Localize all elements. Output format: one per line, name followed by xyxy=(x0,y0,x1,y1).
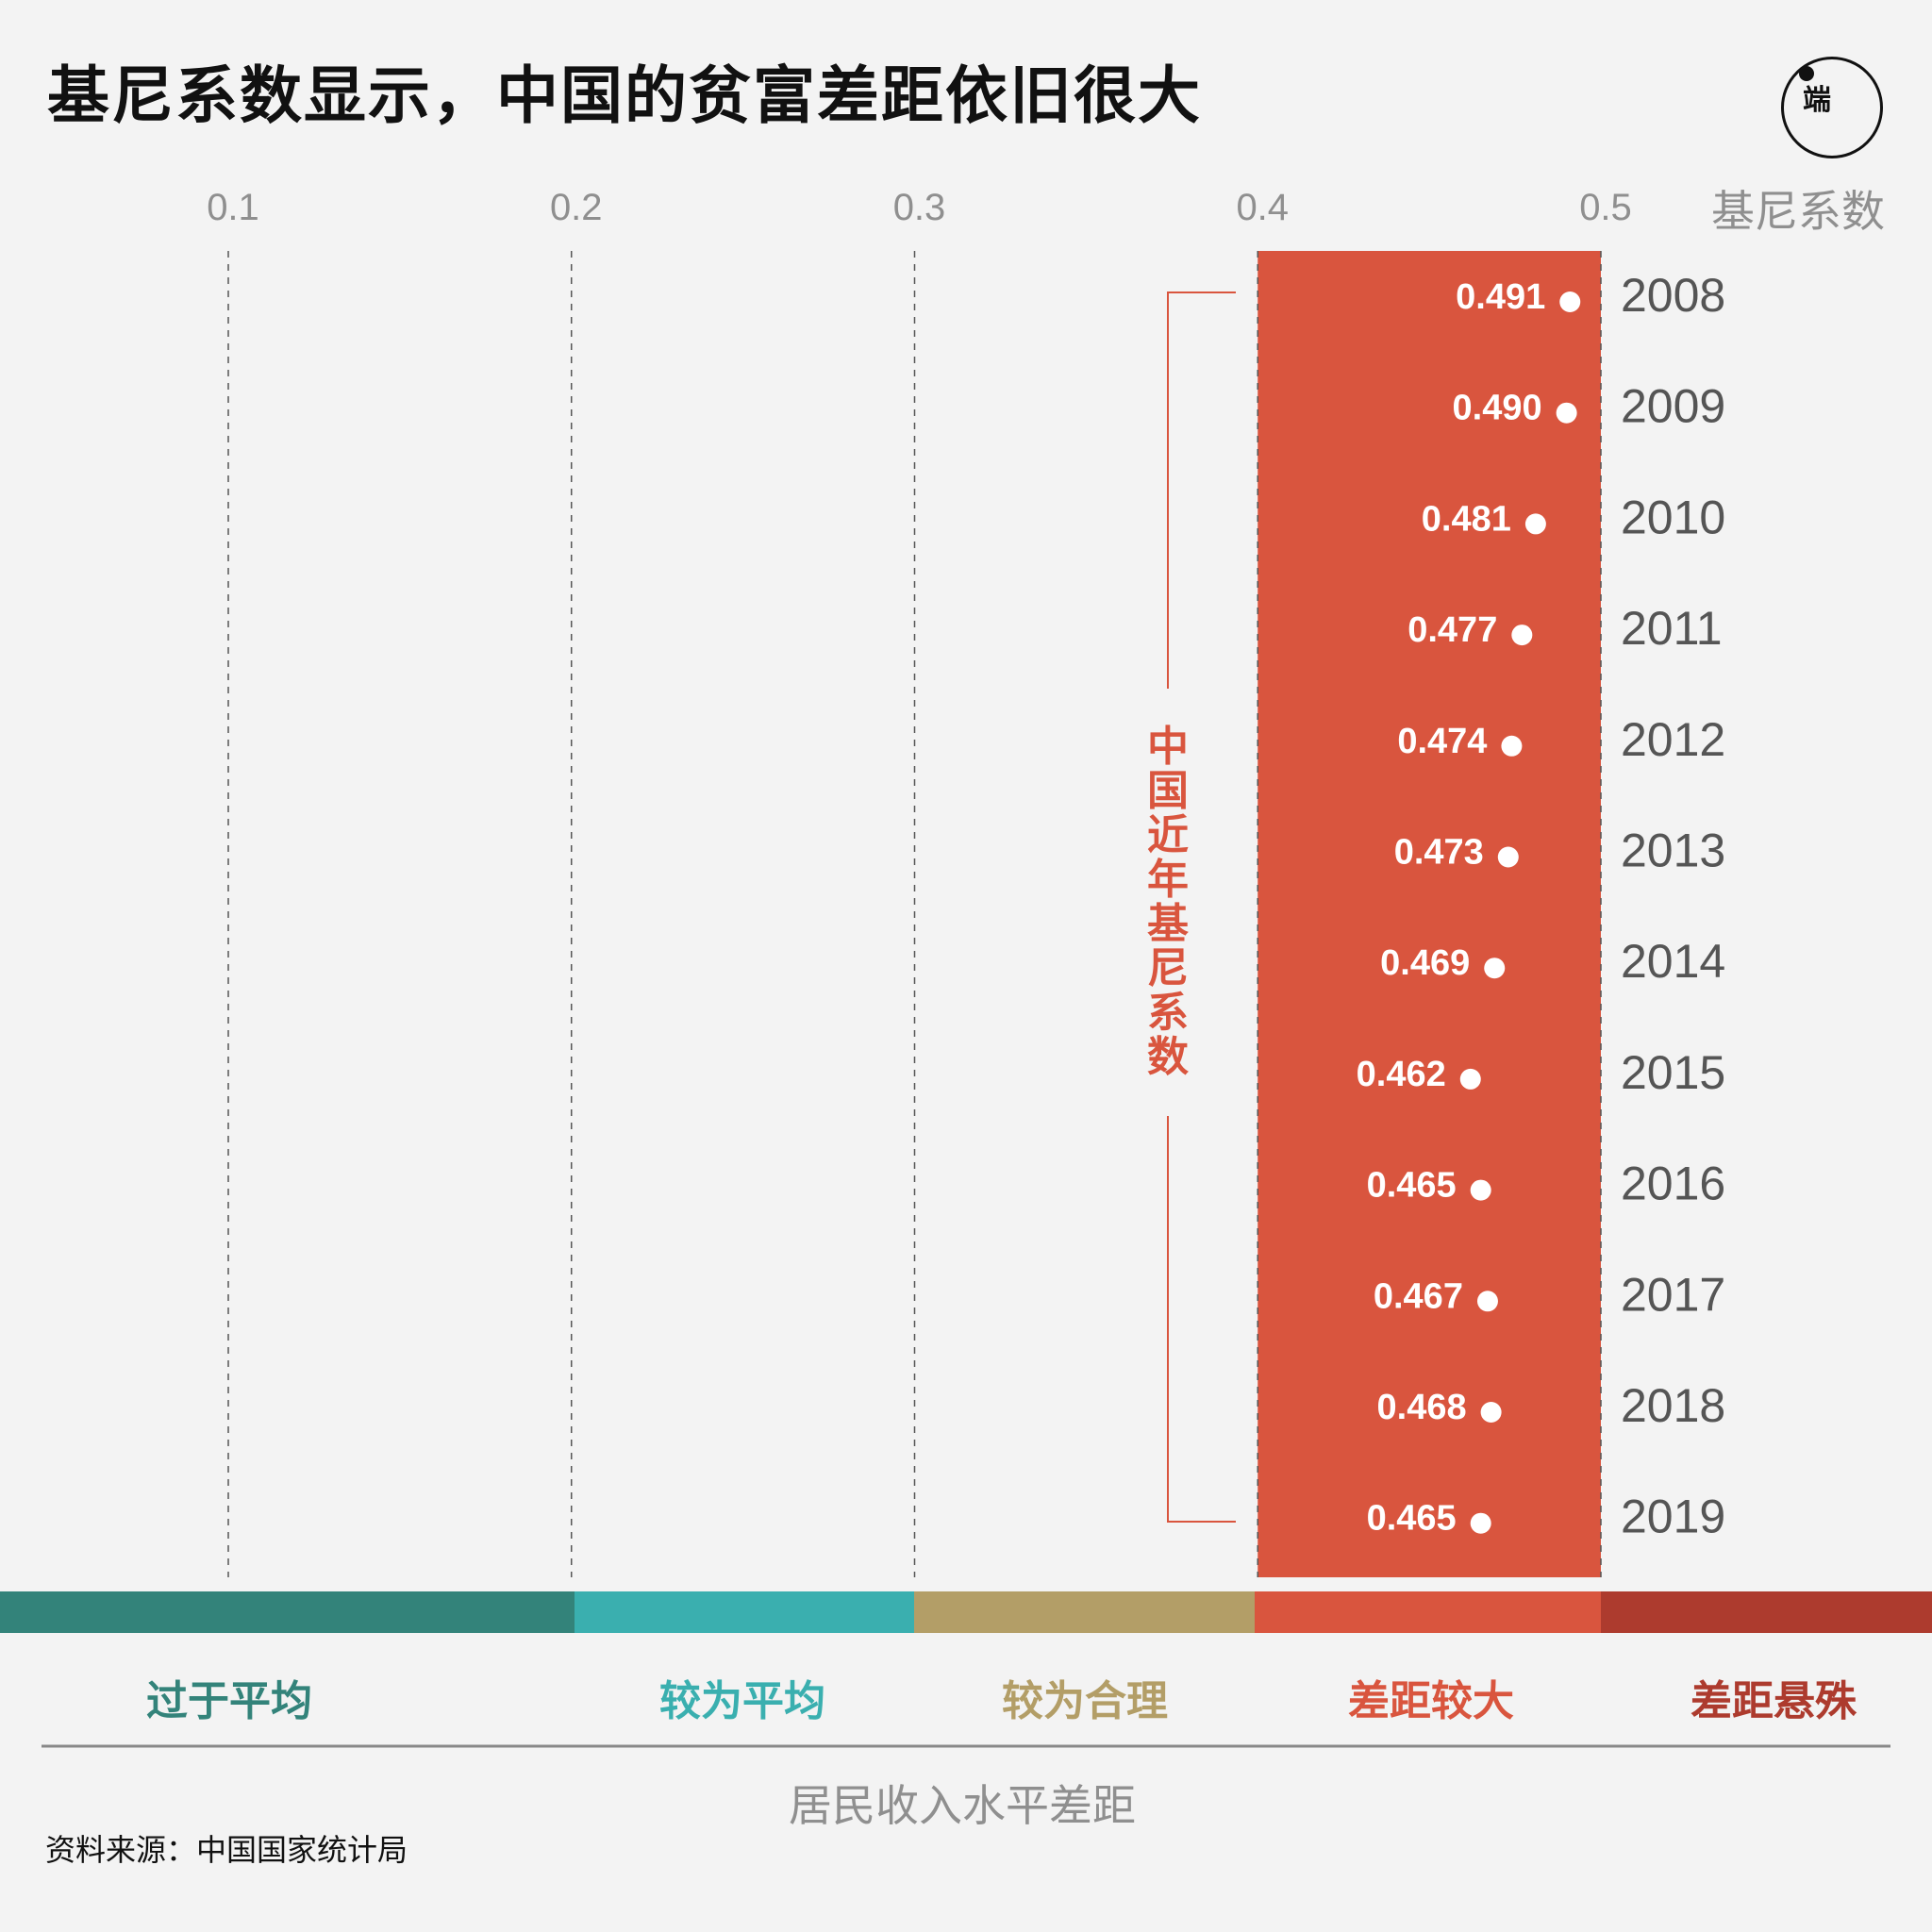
band-segment xyxy=(575,1591,914,1633)
year-label: 2010 xyxy=(1621,491,1725,543)
initium-logo-icon: 端 xyxy=(1781,57,1883,158)
data-point xyxy=(1556,402,1577,424)
axis-name: 基尼系数 xyxy=(1711,186,1885,237)
data-point xyxy=(1559,291,1581,312)
year-label: 2008 xyxy=(1621,269,1725,322)
value-label: 0.462 xyxy=(1357,1055,1446,1094)
annotation-char: 基 xyxy=(1147,900,1189,948)
chart-title: 基尼系数显示，中国的贫富差距依旧很大 xyxy=(47,59,1202,132)
data-point xyxy=(1480,1402,1502,1423)
value-label: 0.465 xyxy=(1367,1499,1457,1539)
band-label: 过于平均 xyxy=(146,1677,312,1725)
annotation-char: 尼 xyxy=(1147,944,1189,992)
x-tick-label: 0.5 xyxy=(1579,187,1632,228)
annotation-char: 年 xyxy=(1147,856,1189,904)
value-label: 0.481 xyxy=(1422,499,1511,539)
value-label: 0.490 xyxy=(1453,389,1542,428)
annotation-char: 国 xyxy=(1147,767,1189,815)
year-label: 2015 xyxy=(1621,1046,1725,1099)
value-label: 0.465 xyxy=(1367,1166,1457,1206)
x-axis-label: 居民收入水平差距 xyxy=(789,1780,1136,1831)
band-segment xyxy=(914,1591,1255,1633)
band-segment xyxy=(0,1591,575,1633)
data-point xyxy=(1497,846,1519,868)
year-label: 2014 xyxy=(1621,935,1725,988)
data-point xyxy=(1501,735,1523,757)
annotation-char: 数 xyxy=(1147,1033,1189,1081)
year-label: 2016 xyxy=(1621,1158,1725,1210)
value-label: 0.468 xyxy=(1377,1388,1467,1427)
annotation-bracket-top xyxy=(1167,291,1236,689)
data-point xyxy=(1484,958,1506,979)
highlight-range xyxy=(1257,251,1601,1577)
annotation-char: 中 xyxy=(1147,723,1189,771)
year-label: 2018 xyxy=(1621,1379,1725,1432)
value-label: 0.467 xyxy=(1374,1276,1463,1316)
data-point xyxy=(1459,1068,1481,1090)
data-point xyxy=(1524,513,1546,535)
data-point xyxy=(1476,1291,1498,1312)
band-segment xyxy=(1255,1591,1601,1633)
band-label: 较为合理 xyxy=(1002,1677,1168,1725)
data-point xyxy=(1470,1179,1491,1201)
annotation-char: 近 xyxy=(1147,811,1189,859)
band-segment xyxy=(1601,1591,1932,1633)
value-label: 0.473 xyxy=(1394,833,1484,873)
value-label: 0.477 xyxy=(1407,610,1497,650)
band-label: 较为平均 xyxy=(659,1677,825,1725)
data-point xyxy=(1511,625,1533,646)
source-note: 资料来源：中国国家统计局 xyxy=(45,1832,408,1868)
x-tick-label: 0.2 xyxy=(550,187,603,228)
year-label: 2009 xyxy=(1621,380,1725,433)
band-label: 差距较大 xyxy=(1348,1677,1514,1725)
year-label: 2019 xyxy=(1621,1491,1725,1543)
x-tick-label: 0.3 xyxy=(893,187,946,228)
value-label: 0.474 xyxy=(1397,722,1487,761)
data-point xyxy=(1470,1512,1491,1534)
annotation-bracket-bottom xyxy=(1167,1116,1236,1523)
annotation-char: 系 xyxy=(1147,989,1189,1037)
year-label: 2012 xyxy=(1621,713,1725,766)
logo-glyph: 端 xyxy=(1803,84,1831,117)
year-label: 2011 xyxy=(1621,602,1723,655)
year-label: 2017 xyxy=(1621,1268,1725,1321)
value-label: 0.469 xyxy=(1380,943,1470,983)
x-tick-label: 0.1 xyxy=(207,187,259,228)
value-label: 0.491 xyxy=(1456,277,1545,317)
logo-dot xyxy=(1799,66,1814,81)
x-tick-label: 0.4 xyxy=(1236,187,1289,228)
year-label: 2013 xyxy=(1621,824,1725,877)
band-label: 差距悬殊 xyxy=(1690,1677,1857,1725)
